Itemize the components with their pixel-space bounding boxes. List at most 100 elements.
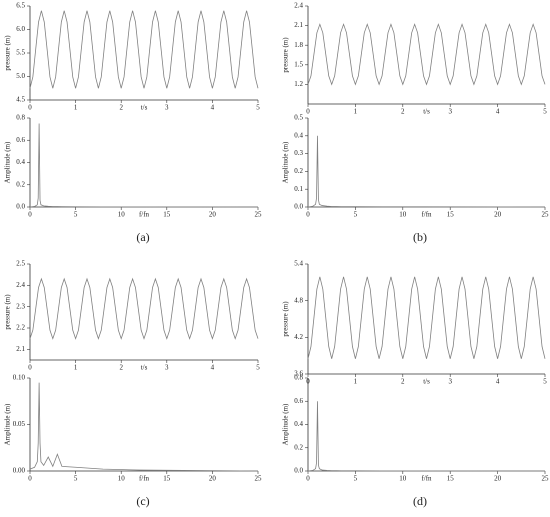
- y-tick-label: 1.2: [294, 80, 303, 88]
- x-tick-label: 3: [165, 364, 169, 372]
- x-tick-label: 2: [119, 104, 123, 112]
- y-tick-label: 2.1: [16, 345, 25, 353]
- x-tick-label: 5: [543, 378, 547, 386]
- x-axis-label: t/s: [423, 378, 430, 386]
- x-tick-label: 5: [354, 211, 358, 219]
- panel-label: (d): [413, 494, 427, 508]
- x-tick-label: 0: [28, 475, 32, 483]
- y-tick-label: 0.00: [13, 467, 26, 475]
- x-axis-label: t/s: [141, 364, 148, 372]
- y-tick-label: 4.2: [294, 333, 303, 341]
- x-tick-label: 20: [209, 211, 217, 219]
- x-tick-label: 0: [306, 475, 310, 483]
- x-tick-label: 25: [542, 211, 550, 219]
- x-tick-label: 4: [211, 104, 215, 112]
- x-tick-label: 15: [163, 211, 171, 219]
- x-tick-label: 5: [543, 108, 547, 116]
- x-tick-label: 4: [496, 378, 500, 386]
- x-tick-label: 10: [399, 211, 407, 219]
- y-tick-label: 0.05: [13, 420, 26, 428]
- x-axis-label: f/fn: [139, 211, 150, 219]
- x-tick-label: 20: [209, 475, 217, 483]
- y-tick-label: 0.2: [16, 180, 25, 188]
- x-tick-label: 2: [401, 108, 405, 116]
- y-tick-label: 0.0: [294, 203, 303, 211]
- y-tick-label: 2.4: [16, 281, 25, 289]
- data-line: [307, 276, 546, 359]
- x-tick-label: 4: [496, 108, 500, 116]
- x-tick-label: 25: [542, 475, 550, 483]
- y-tick-label: 0.2: [294, 443, 303, 451]
- x-tick-label: 3: [165, 104, 169, 112]
- y-tick-label: 6.0: [16, 25, 25, 33]
- x-tick-label: 0: [306, 211, 310, 219]
- x-tick-label: 5: [74, 475, 78, 483]
- y-tick-label: 0.8: [294, 374, 303, 382]
- x-tick-label: 1: [354, 378, 358, 386]
- y-axis-label: Amplitude (m): [282, 403, 290, 445]
- data-line: [29, 123, 259, 208]
- x-tick-label: 5: [354, 475, 358, 483]
- x-tick-label: 0: [28, 364, 32, 372]
- data-line: [307, 135, 546, 208]
- y-tick-label: 0.4: [16, 158, 25, 166]
- x-tick-label: 1: [74, 364, 78, 372]
- panel-label: (c): [136, 494, 149, 508]
- y-tick-label: 2.5: [16, 260, 25, 268]
- y-tick-label: 0.1: [294, 185, 303, 193]
- x-tick-label: 10: [118, 475, 126, 483]
- y-tick-label: 0.4: [294, 131, 303, 139]
- x-tick-label: 10: [118, 211, 126, 219]
- y-tick-label: 0.10: [13, 374, 26, 382]
- x-tick-label: 10: [399, 475, 407, 483]
- x-axis-label: f/fn: [421, 475, 432, 483]
- y-tick-label: 0.8: [16, 114, 25, 122]
- panel-label: (a): [136, 230, 149, 244]
- y-axis-label: pressure (m): [282, 301, 290, 337]
- x-axis-label: f/fn: [139, 475, 150, 483]
- y-tick-label: 0.6: [16, 136, 25, 144]
- y-tick-label: 4.8: [294, 296, 303, 304]
- y-axis-label: Amplitude (m): [282, 141, 290, 183]
- y-tick-label: 4.5: [16, 96, 25, 104]
- x-axis-label: f/fn: [421, 211, 432, 219]
- x-tick-label: 15: [163, 475, 171, 483]
- data-line: [307, 401, 546, 472]
- data-line: [29, 382, 259, 472]
- y-tick-label: 5.5: [16, 49, 25, 57]
- x-tick-label: 25: [255, 475, 263, 483]
- x-tick-label: 5: [256, 104, 260, 112]
- x-tick-label: 1: [354, 108, 358, 116]
- y-tick-label: 6.5: [16, 2, 25, 10]
- y-axis-label: pressure (m): [4, 35, 12, 71]
- x-tick-label: 4: [211, 364, 215, 372]
- y-tick-label: 0.2: [294, 167, 303, 175]
- y-axis-label: pressure (m): [4, 294, 12, 330]
- x-tick-label: 1: [74, 104, 78, 112]
- x-tick-label: 0: [306, 108, 310, 116]
- data-line: [307, 23, 546, 86]
- y-tick-label: 0.5: [294, 114, 303, 122]
- x-tick-label: 3: [448, 108, 452, 116]
- y-tick-label: 2.1: [294, 21, 303, 29]
- x-tick-label: 2: [119, 364, 123, 372]
- y-tick-label: 5.4: [294, 260, 303, 268]
- x-axis-label: t/s: [423, 108, 430, 116]
- y-tick-label: 2.3: [16, 302, 25, 310]
- y-tick-label: 5.0: [16, 72, 25, 80]
- y-tick-label: 1.8: [294, 41, 303, 49]
- x-tick-label: 5: [256, 364, 260, 372]
- y-axis-label: Amplitude (m): [4, 141, 12, 183]
- y-tick-label: 2.4: [294, 2, 303, 10]
- y-axis-label: Amplitude (m): [4, 403, 12, 445]
- y-axis-label: pressure (m): [282, 37, 290, 73]
- x-tick-label: 15: [447, 211, 455, 219]
- y-tick-label: 0.6: [294, 397, 303, 405]
- y-tick-label: 3.6: [294, 370, 303, 378]
- panel-label: (b): [413, 230, 427, 244]
- x-tick-label: 2: [401, 378, 405, 386]
- x-tick-label: 0: [28, 211, 32, 219]
- y-tick-label: 0.0: [294, 467, 303, 475]
- y-tick-label: 0.4: [294, 420, 303, 428]
